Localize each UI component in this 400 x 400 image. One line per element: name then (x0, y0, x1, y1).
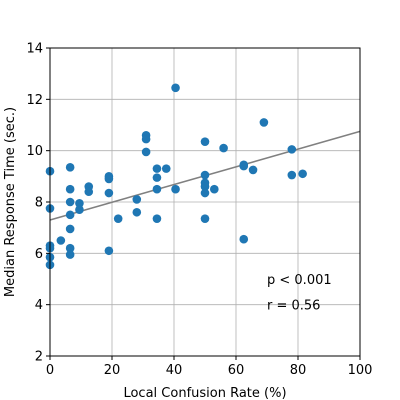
data-point (84, 187, 94, 197)
data-point (248, 165, 258, 175)
data-point (210, 184, 219, 194)
data-point (200, 214, 210, 223)
data-point (152, 164, 162, 173)
data-point (104, 246, 114, 256)
data-point (200, 137, 210, 146)
y-tick-label: 10 (26, 144, 43, 159)
annotation-p-value: p < 0.001 (267, 273, 332, 288)
y-tick-label: 14 (26, 42, 43, 57)
data-point (239, 161, 249, 171)
annotation-r-value: r = 0.56 (267, 299, 320, 314)
y-tick-label: 8 (35, 196, 43, 211)
data-point (56, 236, 66, 245)
x-tick-label: 0 (46, 363, 54, 378)
data-point (161, 164, 171, 173)
data-point (200, 188, 210, 198)
data-point (65, 250, 75, 259)
data-point (104, 174, 114, 184)
data-point (171, 83, 180, 93)
data-point (75, 198, 84, 208)
data-point (104, 188, 114, 198)
y-tick-label: 4 (35, 298, 43, 313)
data-point (65, 210, 75, 220)
data-point (171, 184, 180, 194)
data-point (141, 134, 151, 144)
y-tick-label: 6 (35, 247, 43, 262)
data-point (132, 195, 142, 204)
y-axis-label: Median Response Time (sec.) (3, 107, 18, 297)
data-point (152, 173, 162, 182)
data-point (132, 207, 142, 217)
data-point (287, 170, 297, 180)
data-point (152, 184, 162, 194)
data-point (200, 182, 210, 191)
data-point (113, 214, 123, 223)
data-point (152, 214, 162, 223)
x-tick-label: 20 (104, 363, 121, 378)
data-point (65, 163, 75, 172)
data-point (65, 184, 75, 194)
data-point (65, 243, 75, 253)
x-tick-label: 80 (290, 363, 307, 378)
data-point (239, 234, 249, 244)
data-point (298, 169, 307, 179)
y-tick-label: 2 (35, 350, 43, 365)
x-tick-label: 40 (166, 363, 183, 378)
data-points (45, 83, 307, 270)
y-tick-label: 12 (26, 93, 43, 108)
data-point (141, 147, 151, 157)
data-point (65, 224, 75, 234)
x-axis-ticks: 0 20 40 60 80 100 (46, 356, 373, 378)
data-point (287, 145, 297, 154)
data-point (200, 170, 210, 180)
data-point (65, 197, 75, 207)
data-point (219, 143, 228, 153)
x-tick-label: 60 (228, 363, 245, 378)
y-axis-ticks: 2 4 6 8 10 12 14 (26, 42, 50, 365)
data-point (75, 205, 84, 214)
data-point (259, 118, 269, 127)
x-tick-label: 100 (348, 363, 373, 378)
x-axis-label: Local Confusion Rate (%) (123, 386, 286, 400)
